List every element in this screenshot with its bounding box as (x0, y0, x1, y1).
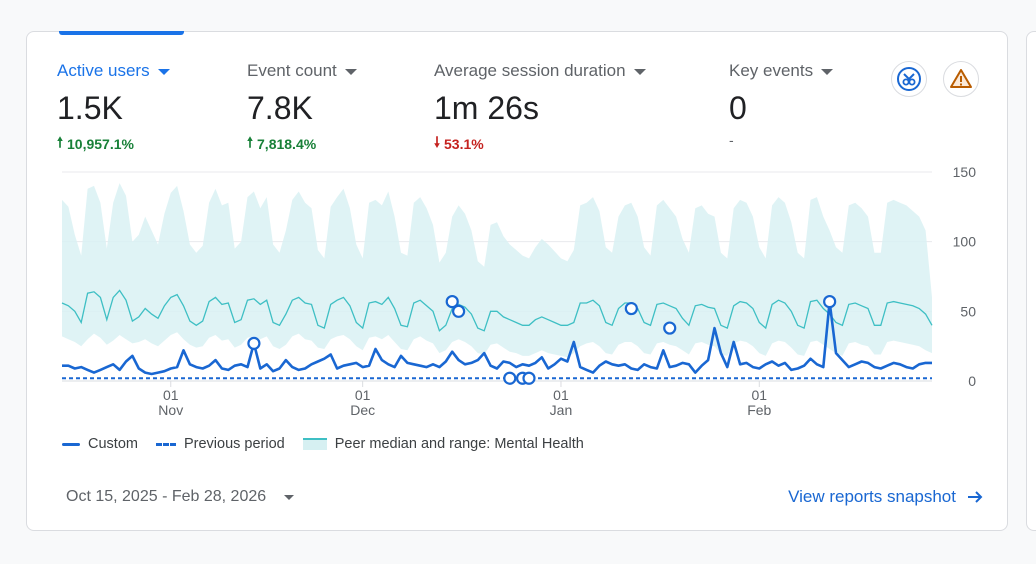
anomaly-marker (823, 294, 837, 309)
legend-item-peer-median[interactable]: Peer median and range: Mental Health (302, 436, 584, 452)
metric-change: - (729, 132, 833, 148)
legend-item-custom[interactable]: Custom (62, 436, 138, 452)
metric-label: Active users (57, 61, 150, 80)
legend-label: Custom (88, 436, 138, 452)
y-tick-label: 150 (953, 164, 977, 180)
arrow-down-icon: 🠗 (434, 134, 441, 150)
peer-range-band (62, 183, 932, 358)
band-swatch (302, 438, 327, 450)
chevron-down-icon[interactable] (157, 69, 170, 75)
metric-label: Average session duration (434, 61, 626, 80)
x-tick-day: 01 (553, 387, 569, 403)
dashed-line-swatch (155, 442, 176, 446)
anomaly-marker (452, 304, 466, 318)
x-tick-day: 01 (751, 387, 767, 403)
x-tick-day: 01 (355, 387, 371, 403)
x-tick-day: 01 (163, 387, 179, 403)
y-tick-label: 0 (968, 373, 976, 389)
metric-tab-average-session-duration[interactable]: Average session duration 1m 26s 🠗 53.1% (434, 60, 646, 156)
arrow-right-icon (968, 491, 983, 503)
metric-change: 🠗 53.1% (434, 132, 646, 156)
metric-label: Event count (247, 61, 337, 80)
anomaly-marker (445, 294, 459, 309)
date-range-picker[interactable]: Oct 15, 2025 - Feb 28, 2026 (66, 488, 295, 506)
x-tick-month: Jan (550, 402, 573, 418)
legend-label: Peer median and range: Mental Health (334, 436, 584, 452)
peer-median-line (61, 289, 933, 332)
change-value: 10,957.1% (67, 136, 134, 152)
anomaly-marker (624, 301, 638, 316)
x-tick-month: Nov (158, 402, 183, 418)
anomaly-marker (503, 371, 517, 385)
metric-value: 0 (729, 90, 747, 126)
arrow-up-icon: 🠕 (57, 134, 64, 150)
y-tick-label: 50 (960, 303, 976, 319)
metric-change: 🠕 10,957.1% (57, 132, 170, 156)
chevron-down-icon[interactable] (633, 69, 646, 75)
y-tick-label: 100 (953, 234, 977, 250)
metric-label: Key events (729, 61, 814, 80)
legend-item-previous-period[interactable]: Previous period (155, 436, 285, 452)
metric-value: 7.8K (247, 90, 313, 126)
chart-legend: Custom Previous period Peer median and r… (62, 436, 584, 452)
solid-line-swatch (62, 442, 80, 446)
insights-badge-icon (897, 67, 921, 91)
chevron-down-icon[interactable] (344, 69, 357, 75)
anomaly-marker (522, 371, 536, 385)
metric-value: 1.5K (57, 90, 123, 126)
change-value: 7,818.4% (257, 136, 317, 152)
arrow-up-icon: 🠕 (247, 134, 254, 150)
x-tick-month: Feb (747, 402, 771, 418)
legend-label: Previous period (183, 436, 285, 452)
warning-button[interactable] (943, 61, 979, 97)
view-link-label: View reports snapshot (788, 487, 956, 506)
date-range-label: Oct 15, 2025 - Feb 28, 2026 (66, 488, 267, 505)
metric-change: 🠕 7,818.4% (247, 132, 357, 156)
view-reports-snapshot-link[interactable]: View reports snapshot (788, 487, 984, 507)
adjacent-card (1026, 31, 1036, 531)
anomaly-marker (663, 321, 677, 335)
metric-tab-active-users[interactable]: Active users 1.5K 🠕 10,957.1% (57, 60, 170, 156)
warning-icon (950, 69, 972, 88)
anomaly-marker (247, 336, 261, 350)
x-tick-month: Dec (350, 402, 375, 418)
change-value: - (729, 132, 734, 148)
metric-value: 1m 26s (434, 90, 539, 126)
insights-badge-button[interactable] (891, 61, 927, 97)
chevron-down-icon[interactable] (821, 69, 834, 75)
custom-series-line (62, 300, 932, 376)
active-tab-indicator (59, 31, 184, 35)
metric-tab-key-events[interactable]: Key events 0 - (729, 60, 834, 148)
chevron-down-icon (284, 494, 295, 500)
metric-tab-event-count[interactable]: Event count 7.8K 🠕 7,818.4% (247, 60, 357, 156)
change-value: 53.1% (444, 136, 484, 152)
